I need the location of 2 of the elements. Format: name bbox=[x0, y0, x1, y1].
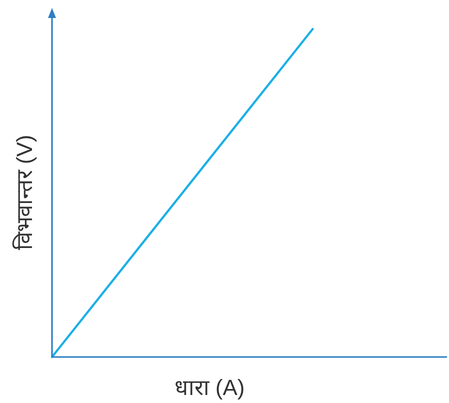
y-axis-title: विभवान्तर (V) bbox=[12, 134, 37, 250]
x-axis-title: धारा (A) bbox=[174, 375, 245, 400]
